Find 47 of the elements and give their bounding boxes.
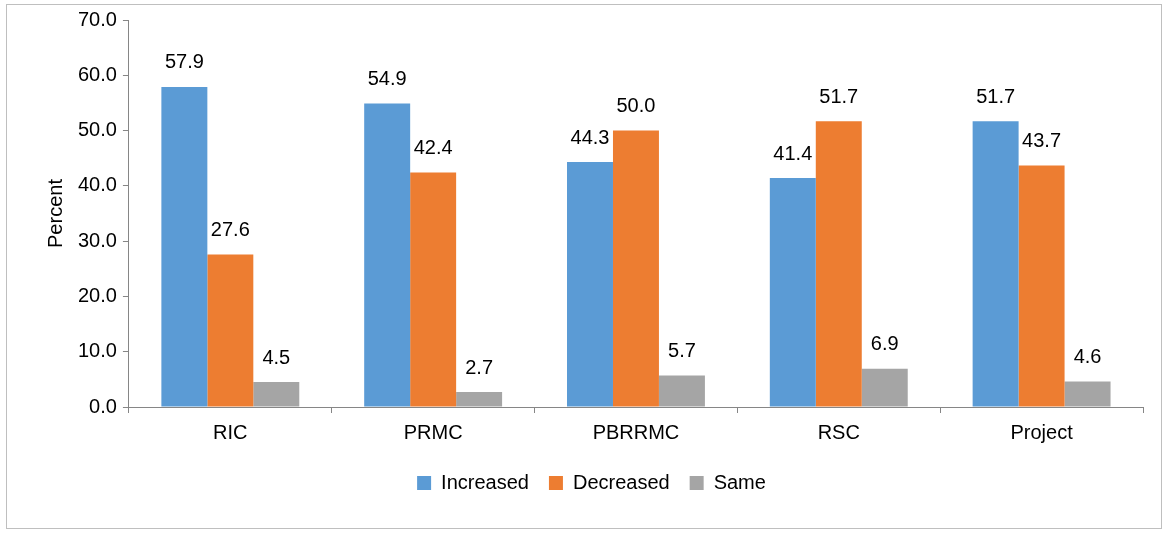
bar — [769, 178, 816, 407]
bar — [972, 121, 1019, 407]
bar — [1064, 381, 1111, 407]
bar — [456, 392, 503, 407]
data-label: 57.9 — [164, 50, 204, 73]
bar — [567, 162, 613, 407]
data-label: 41.4 — [773, 141, 813, 164]
data-label: 5.7 — [668, 339, 696, 361]
data-label: 54.9 — [367, 67, 407, 89]
bar — [658, 375, 705, 407]
legend-label: Increased — [441, 470, 529, 493]
data-label: 51.7 — [976, 84, 1016, 107]
bar — [612, 130, 659, 407]
y-axis-title: Percent — [43, 178, 66, 248]
y-tick-label: 70.0 — [77, 7, 117, 30]
data-label: 50.0 — [616, 94, 656, 117]
x-tick-label: PRMC — [403, 420, 463, 443]
bar — [253, 382, 300, 407]
data-label: 27.6 — [210, 217, 250, 240]
bar — [861, 368, 908, 407]
bar — [410, 172, 457, 407]
bar — [364, 103, 411, 407]
bar — [815, 121, 862, 407]
data-label: 4.6 — [1073, 345, 1102, 368]
bar — [1018, 165, 1065, 407]
x-tick-label: RIC — [213, 420, 248, 443]
data-label: 6.9 — [870, 332, 899, 355]
y-tick-label: 50.0 — [77, 118, 117, 141]
data-label: 4.5 — [262, 345, 291, 368]
y-tick-label: 30.0 — [77, 228, 117, 251]
y-tick-label: 0.0 — [89, 394, 117, 417]
data-label: 2.7 — [465, 355, 494, 378]
bar — [207, 254, 254, 407]
data-label: 42.4 — [413, 136, 453, 159]
bar — [161, 86, 208, 407]
data-label: 44.3 — [570, 125, 610, 148]
x-tick-label: RSC — [817, 420, 860, 443]
y-tick-label: 10.0 — [77, 339, 117, 362]
legend-label: Decreased — [572, 470, 670, 493]
x-tick-label: Project — [1010, 420, 1074, 443]
y-tick-label: 60.0 — [77, 62, 117, 85]
y-tick-label: 20.0 — [77, 283, 117, 306]
y-tick-label: 40.0 — [77, 173, 117, 196]
data-label: 43.7 — [1022, 128, 1062, 151]
x-tick-label: PBRRMC — [592, 420, 680, 443]
data-label: 51.7 — [819, 84, 859, 107]
legend-label: Same — [713, 470, 766, 493]
